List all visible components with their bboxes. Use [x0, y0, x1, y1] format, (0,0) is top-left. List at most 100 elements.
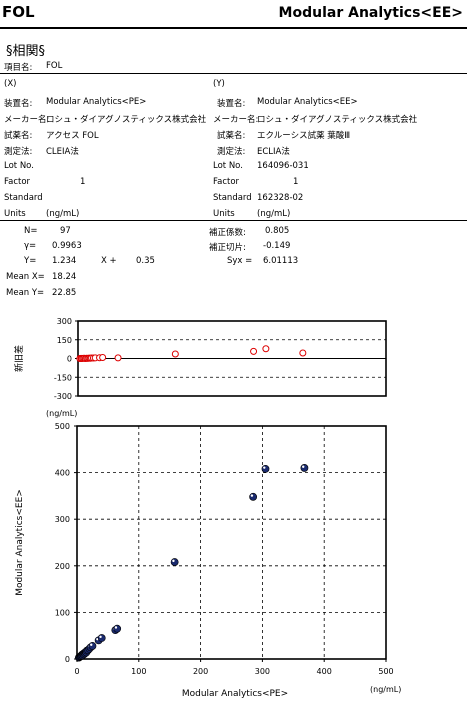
x-value-reagent: アクセス FOL	[46, 131, 99, 141]
x-label-units: Units	[4, 209, 26, 219]
scatter-point	[97, 634, 106, 642]
syx-label: Syx =	[227, 256, 253, 266]
item-rule	[0, 73, 467, 74]
x-value-factor: 1	[80, 177, 86, 187]
y-label-lot: Lot No.	[213, 161, 243, 171]
x-column-tag: (X)	[4, 79, 17, 89]
scatter-x-tick-label: 300	[255, 667, 270, 676]
regression-x-plus: X +	[101, 256, 117, 266]
y-value-reagent: エクルーシス試薬 葉酸Ⅲ	[257, 131, 351, 141]
y-value-instrument: Modular Analytics<EE>	[257, 97, 358, 107]
y-label-maker: メーカー名:	[213, 115, 259, 125]
y-value-method: ECLIA法	[257, 147, 290, 157]
params-rule	[0, 220, 467, 221]
x-label-factor: Factor	[4, 177, 31, 187]
regression-y-label: Y=	[24, 256, 37, 266]
regression-intercept: 0.35	[136, 256, 155, 266]
y-value-units: (ng/mL)	[257, 209, 291, 219]
diff-y-tick-label: -150	[54, 373, 72, 382]
correction-intercept-value: -0.149	[263, 241, 291, 251]
item-value: FOL	[46, 61, 63, 71]
y-label-factor: Factor	[213, 177, 240, 187]
mean-x-label: Mean X=	[6, 272, 45, 282]
scatter-point	[170, 558, 179, 566]
diff-y-tick-label: 300	[57, 317, 72, 326]
section-title: §相関§	[6, 44, 46, 59]
scatter-y-tick-label: 200	[55, 562, 70, 571]
scatter-point-highlight	[114, 626, 118, 629]
diff-y-tick-label: 0	[67, 355, 72, 364]
y-value-lot: 164096-031	[257, 161, 309, 171]
x-label-reagent: 試薬名:	[4, 131, 33, 141]
mean-y-label: Mean Y=	[6, 288, 45, 298]
regression-slope: 1.234	[52, 256, 77, 266]
scatter-point	[261, 464, 270, 473]
scatter-x-tick-label: 200	[193, 667, 208, 676]
report-title: FOL	[2, 3, 35, 21]
y-label-standard: Standard	[213, 193, 252, 203]
diff-point	[99, 354, 107, 361]
scatter-y-axis-label: Modular Analytics<EE>	[15, 489, 25, 596]
scatter-point-highlight	[90, 643, 93, 646]
scatter-y-tick-label: 300	[55, 515, 70, 524]
scatter-x-units-label: (ng/mL)	[370, 685, 401, 694]
scatter-units-label: (ng/mL)	[46, 409, 77, 418]
x-value-units: (ng/mL)	[46, 209, 80, 219]
scatter-point-highlight	[172, 559, 175, 563]
instrument-title: Modular Analytics<EE>	[278, 5, 463, 21]
mean-y-value: 22.85	[52, 288, 77, 298]
r-label: γ=	[24, 241, 37, 251]
scatter-point-highlight	[302, 465, 305, 468]
y-value-maker: ロシュ・ダイアグノスティックス株式会社	[257, 115, 418, 125]
diff-point	[171, 350, 179, 358]
scatter-point-highlight	[250, 494, 254, 497]
diff-y-tick-label: -300	[54, 392, 72, 401]
scatter-point-highlight	[263, 466, 266, 469]
scatter-x-tick-label: 0	[74, 667, 79, 676]
scatter-point	[113, 624, 122, 633]
x-value-method: CLEIA法	[46, 147, 79, 157]
y-value-standard: 162328-02	[257, 193, 304, 203]
r-value: 0.9963	[52, 241, 82, 251]
scatter-x-tick-label: 400	[317, 667, 332, 676]
y-label-method: 測定法:	[217, 147, 246, 157]
diff-point	[262, 345, 270, 353]
y-column-tag: (Y)	[213, 79, 225, 89]
scatter-y-tick-label: 100	[55, 608, 70, 617]
scatter-y-tick-label: 0	[65, 655, 70, 664]
x-value-maker: ロシュ・ダイアグノスティックス株式会社	[46, 115, 207, 125]
diff-point	[114, 354, 122, 362]
scatter-plot-frame	[76, 425, 387, 660]
scatter-y-tick-label: 500	[55, 422, 70, 431]
y-label-reagent: 試薬名:	[217, 131, 246, 141]
scatter-y-tick-label: 400	[55, 469, 70, 478]
n-value: 97	[60, 226, 71, 236]
x-label-standard: Standard	[4, 193, 43, 203]
scatter-point	[300, 464, 309, 472]
x-value-instrument: Modular Analytics<PE>	[46, 97, 147, 107]
x-label-lot: Lot No.	[4, 161, 34, 171]
diff-y-axis-label: 新旧差	[13, 345, 25, 372]
y-label-instrument: 装置名:	[217, 99, 246, 109]
y-value-factor: 1	[293, 177, 299, 187]
scatter-x-tick-label: 100	[131, 667, 146, 676]
scatter-point-highlight	[99, 635, 102, 639]
scatter-point	[88, 642, 97, 650]
diff-y-tick-label: 150	[57, 336, 72, 345]
correction-coef-value: 0.805	[265, 226, 290, 236]
x-label-instrument: 装置名:	[4, 99, 33, 109]
y-label-units: Units	[213, 209, 235, 219]
correction-intercept-label: 補正切片:	[209, 243, 246, 253]
correction-coef-label: 補正係数:	[209, 228, 246, 238]
item-label: 項目名:	[4, 63, 33, 73]
syx-value: 6.01113	[263, 256, 299, 266]
n-label: N=	[24, 226, 38, 236]
header-rule	[0, 27, 467, 29]
diff-point	[299, 349, 307, 357]
scatter-point	[249, 492, 258, 501]
scatter-x-axis-label: Modular Analytics<PE>	[182, 689, 288, 699]
diff-point	[250, 347, 258, 355]
scatter-x-tick-label: 500	[378, 667, 393, 676]
mean-x-value: 18.24	[52, 272, 77, 282]
